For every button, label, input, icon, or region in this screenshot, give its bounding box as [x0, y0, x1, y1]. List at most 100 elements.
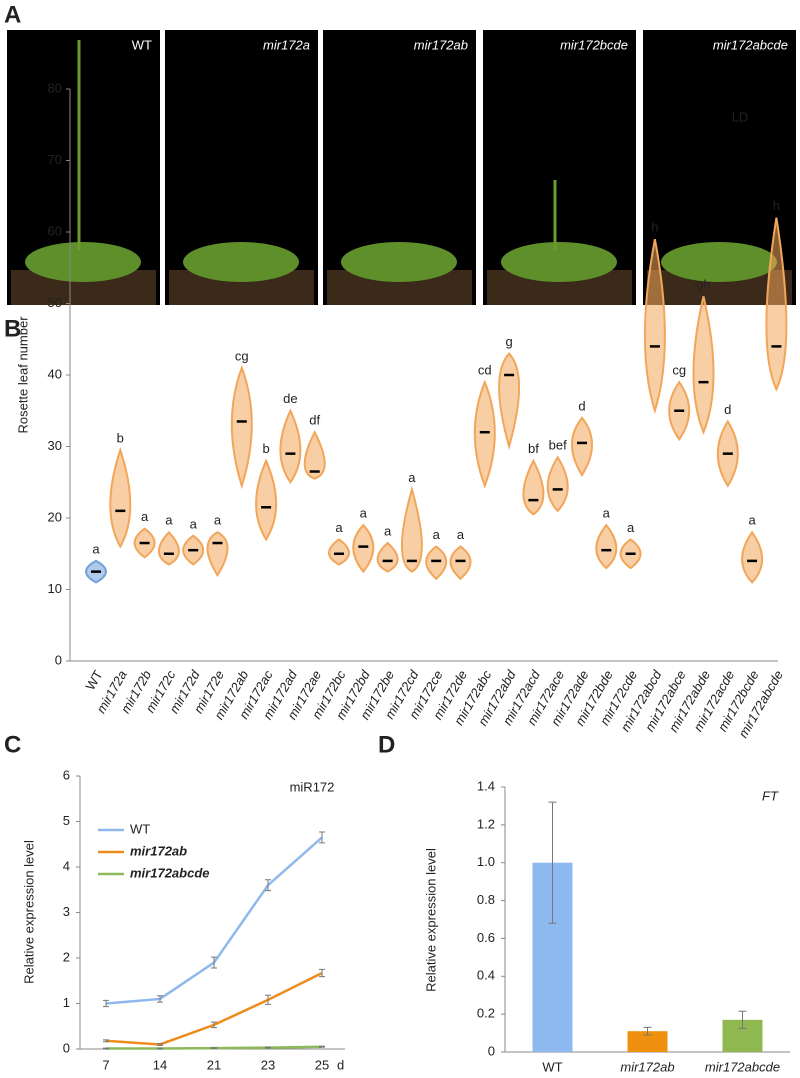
violin [473, 379, 496, 489]
error-bar [265, 1046, 271, 1049]
significance-letter: a [748, 513, 756, 528]
violin [595, 523, 618, 570]
rosette [341, 242, 457, 282]
y-axis-label: Relative expression level [21, 840, 36, 984]
y-tick-label: 0.8 [477, 892, 495, 907]
violin [255, 458, 278, 542]
significance-letter: a [92, 541, 100, 556]
significance-letter: gh [696, 277, 710, 292]
violin [522, 458, 545, 516]
x-tick-label: 14 [153, 1057, 167, 1072]
photo-label: WT [132, 37, 152, 52]
violin [498, 352, 521, 451]
error-bar [211, 1047, 217, 1050]
violin [230, 364, 253, 490]
violin [643, 238, 666, 415]
y-tick-label: 30 [48, 438, 62, 453]
y-tick-label: 70 [48, 152, 62, 167]
significance-letter: bef [549, 438, 567, 453]
error-bar [157, 995, 163, 1003]
chart-title: FT [762, 788, 779, 803]
panel-label: A [4, 1, 21, 28]
annotation: miR172 [290, 779, 335, 794]
violin [328, 538, 350, 566]
error-bar [738, 1010, 747, 1029]
significance-letter: a [360, 506, 368, 521]
significance-letter: h [773, 198, 780, 213]
significance-letter: b [262, 441, 269, 456]
violin [546, 455, 569, 513]
significance-letter: a [433, 527, 441, 542]
significance-letter: cg [235, 348, 249, 363]
error-bar [319, 1045, 325, 1048]
y-tick-label: 6 [63, 767, 70, 782]
legend-label: mir172ab [130, 843, 187, 858]
rosette [501, 242, 617, 282]
error-bar [103, 999, 109, 1008]
y-tick-label: 3 [63, 904, 70, 919]
significance-letter: a [190, 516, 198, 531]
y-tick-label: 0.6 [477, 930, 495, 945]
significance-letter: a [384, 523, 392, 538]
error-bar [211, 956, 217, 969]
error-bar [103, 1047, 109, 1050]
x-tick-label: 7 [102, 1057, 109, 1072]
significance-letter: a [457, 527, 465, 542]
rosette [661, 242, 777, 282]
x-tick-label: mir172abcde [705, 1059, 780, 1074]
significance-letter: a [165, 513, 173, 528]
y-tick-label: 20 [48, 509, 62, 524]
violin [352, 523, 375, 574]
photo-label: mir172ab [414, 37, 468, 52]
y-tick-label: 0 [63, 1040, 70, 1055]
significance-letter: cd [478, 363, 492, 378]
y-tick-label: 4 [63, 858, 70, 873]
x-tick-label: 21 [207, 1057, 221, 1072]
violin [741, 530, 764, 584]
significance-letter: a [408, 470, 416, 485]
violin [571, 416, 593, 477]
violin [206, 531, 229, 578]
y-tick-label: 50 [48, 295, 62, 310]
violin [303, 429, 326, 480]
violin [400, 485, 423, 573]
rosette [183, 242, 299, 282]
significance-letter: a [627, 520, 635, 535]
x-tick-label: WT [82, 668, 105, 693]
y-axis-label: Rosette leaf number [15, 316, 30, 434]
y-tick-label: 0.2 [477, 1006, 495, 1021]
panel-label: C [4, 731, 21, 758]
y-tick-label: 1 [63, 995, 70, 1010]
violin [279, 408, 302, 484]
legend-label: WT [130, 821, 150, 836]
panel-label: B [4, 315, 21, 342]
error-bar [319, 831, 325, 844]
series-line [105, 836, 323, 1005]
y-tick-label: 5 [63, 813, 70, 828]
significance-letter: g [505, 334, 512, 349]
y-tick-label: 1.4 [477, 778, 495, 793]
significance-letter: df [309, 413, 320, 428]
violin [157, 530, 180, 566]
significance-letter: a [214, 513, 222, 528]
y-tick-label: 2 [63, 949, 70, 964]
x-tick-label: 23 [261, 1057, 275, 1072]
photo-label: mir172bcde [560, 37, 628, 52]
y-tick-label: 60 [48, 223, 62, 238]
significance-letter: d [724, 402, 731, 417]
error-bar [265, 879, 271, 892]
legend-label: mir172abcde [130, 865, 210, 880]
error-bar [265, 994, 271, 1005]
y-tick-label: 1.0 [477, 854, 495, 869]
significance-letter: a [603, 506, 611, 521]
photo-label: mir172abcde [713, 37, 788, 52]
violin [425, 545, 448, 581]
significance-letter: d [578, 398, 585, 413]
significance-letter: de [283, 391, 297, 406]
photo-label: mir172a [263, 37, 310, 52]
significance-letter: h [651, 220, 658, 235]
y-axis-label: Relative expression level [423, 848, 438, 992]
x-tick-label: mir172ab [620, 1059, 674, 1074]
y-tick-label: 80 [48, 80, 62, 95]
